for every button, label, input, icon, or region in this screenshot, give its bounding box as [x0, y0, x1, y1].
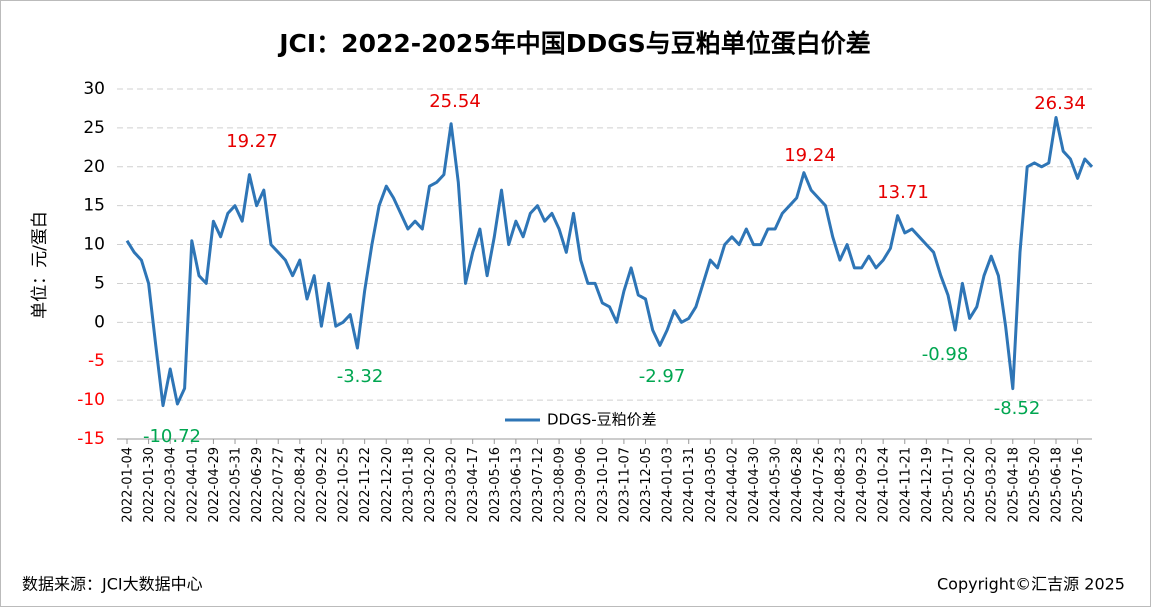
x-tick-label: 2022-12-20 — [380, 447, 395, 523]
x-tick-label: 2022-08-24 — [293, 447, 308, 523]
x-tick-label: 2025-01-17 — [941, 447, 956, 523]
x-tick-label: 2024-04-30 — [747, 447, 762, 523]
x-tick-label: 2025-05-20 — [1028, 447, 1043, 523]
x-tick-label: 2023-04-17 — [466, 447, 481, 523]
source: 数据来源：JCI大数据中心 — [22, 575, 203, 594]
x-tick-label: 2023-02-20 — [423, 447, 438, 523]
x-tick-label: 2024-01-31 — [682, 447, 697, 523]
annotation: -3.32 — [337, 366, 384, 387]
x-tick-label: 2025-06-18 — [1049, 447, 1064, 523]
x-tick-label: 2024-04-02 — [725, 447, 740, 523]
annotation: -0.98 — [922, 344, 969, 365]
x-tick-label: 2023-03-20 — [445, 447, 460, 523]
y-tick-label: 0 — [94, 312, 105, 332]
x-tick-label: 2024-05-30 — [769, 447, 784, 523]
x-tick-label: 2022-09-22 — [315, 447, 330, 523]
x-tick-label: 2022-04-01 — [185, 447, 200, 523]
x-tick-label: 2023-07-12 — [531, 447, 546, 523]
y-tick-label: 15 — [83, 196, 105, 216]
x-tick-label: 2025-07-16 — [1071, 447, 1086, 523]
x-tick-label: 2024-03-05 — [704, 447, 719, 523]
x-tick-label: 2022-03-04 — [164, 447, 179, 523]
annotation: 26.34 — [1034, 93, 1086, 114]
x-tick-label: 2023-06-13 — [509, 447, 524, 523]
annotation: 25.54 — [429, 91, 481, 112]
x-tick-label: 2023-08-09 — [553, 447, 568, 523]
x-tick-label: 2024-08-23 — [833, 447, 848, 523]
legend-label: DDGS-豆粕价差 — [547, 411, 657, 429]
data-line — [125, 116, 1094, 408]
chart-title: JCI：2022-2025年中国DDGS与豆粕单位蛋白价差 — [277, 29, 871, 58]
x-tick-label: 2023-05-16 — [488, 447, 503, 523]
x-tick-label: 2025-03-20 — [985, 447, 1000, 523]
x-tick-label: 2024-10-24 — [877, 447, 892, 523]
x-tick-label: 2025-02-20 — [963, 447, 978, 523]
annotation: -8.52 — [994, 398, 1041, 419]
y-axis-label: 单位：元/蛋白 — [30, 211, 50, 319]
x-tick-label: 2025-04-18 — [1006, 447, 1021, 523]
annotation: 19.24 — [784, 145, 836, 166]
x-tick-label: 2023-11-07 — [617, 447, 632, 523]
y-tick-label: 5 — [94, 273, 105, 293]
x-tick-label: 2023-10-10 — [596, 447, 611, 523]
y-tick-label: -15 — [77, 429, 105, 449]
y-tick-label: 10 — [83, 235, 105, 255]
y-tick-label: 25 — [83, 118, 105, 138]
x-tick-label: 2022-10-25 — [337, 447, 352, 523]
x-tick-label: 2022-06-29 — [250, 447, 265, 523]
y-tick-label: 20 — [83, 157, 105, 177]
annotation: -2.97 — [639, 366, 686, 387]
x-tick-label: 2022-07-27 — [272, 447, 287, 523]
x-tick-label: 2023-09-06 — [574, 447, 589, 523]
annotation: -10.72 — [143, 426, 201, 447]
x-tick-label: 2024-06-28 — [790, 447, 805, 523]
x-tick-label: 2022-11-22 — [358, 447, 373, 523]
x-tick-label: 2022-01-30 — [142, 447, 157, 523]
y-tick-label: -10 — [77, 390, 105, 410]
x-tick-label: 2024-11-21 — [898, 447, 913, 523]
annotation: 19.27 — [226, 131, 278, 152]
y-tick-label: 30 — [83, 79, 105, 99]
annotation: 13.71 — [877, 182, 929, 203]
x-tick-label: 2023-12-05 — [639, 447, 654, 523]
y-tick-label: -5 — [88, 351, 105, 371]
x-tick-label: 2024-07-26 — [812, 447, 827, 523]
x-tick-label: 2024-01-03 — [661, 447, 676, 523]
x-tick-label: 2022-05-31 — [229, 447, 244, 523]
x-tick-label: 2022-01-04 — [121, 447, 136, 523]
copyright: Copyright©汇吉源 2025 — [937, 575, 1125, 594]
x-tick-label: 2023-01-18 — [401, 447, 416, 523]
x-tick-label: 2024-09-23 — [855, 447, 870, 523]
x-tick-label: 2022-04-29 — [207, 447, 222, 523]
x-tick-label: 2024-12-19 — [920, 447, 935, 523]
